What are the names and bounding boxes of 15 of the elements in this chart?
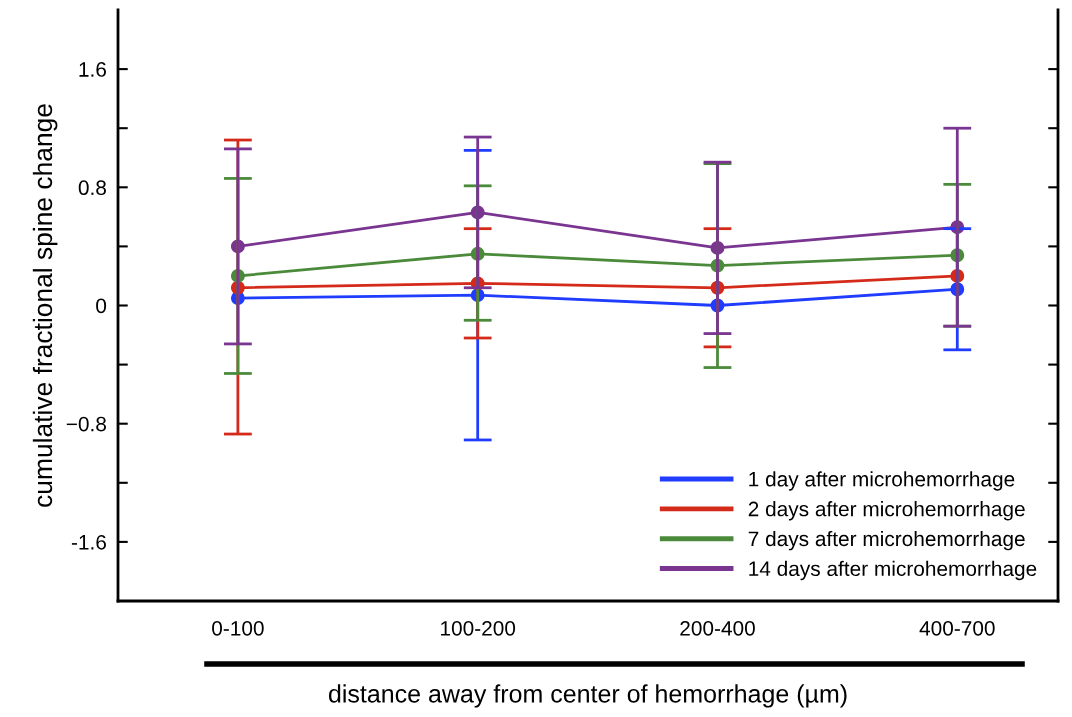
y-tick-label: 1.6	[79, 62, 106, 77]
legend-label: 2 days after microhemorrhage	[748, 501, 1025, 521]
legend-label: 1 day after microhemorrhage	[749, 471, 1015, 491]
legend-label: 7 days after microhemorrhage	[748, 530, 1025, 551]
y-tick-label: −0.8	[66, 416, 106, 432]
y-tick-label: -1.6	[71, 534, 106, 550]
x-tick-label: 0-100	[212, 620, 264, 636]
legend-label: 14 days after microhemorrhage	[749, 560, 1037, 581]
y-axis-title: cumulative fractional spine change	[32, 104, 58, 507]
x-tick-label: 200-400	[680, 620, 755, 636]
y-tick-label: 0	[96, 298, 107, 314]
y-tick-label: 0.8	[78, 180, 106, 196]
x-axis-title: distance away from center of hemorrhage (µm)	[328, 684, 847, 708]
x-tick-label: 400-700	[919, 620, 995, 636]
x-tick-label: 100-200	[441, 620, 516, 636]
